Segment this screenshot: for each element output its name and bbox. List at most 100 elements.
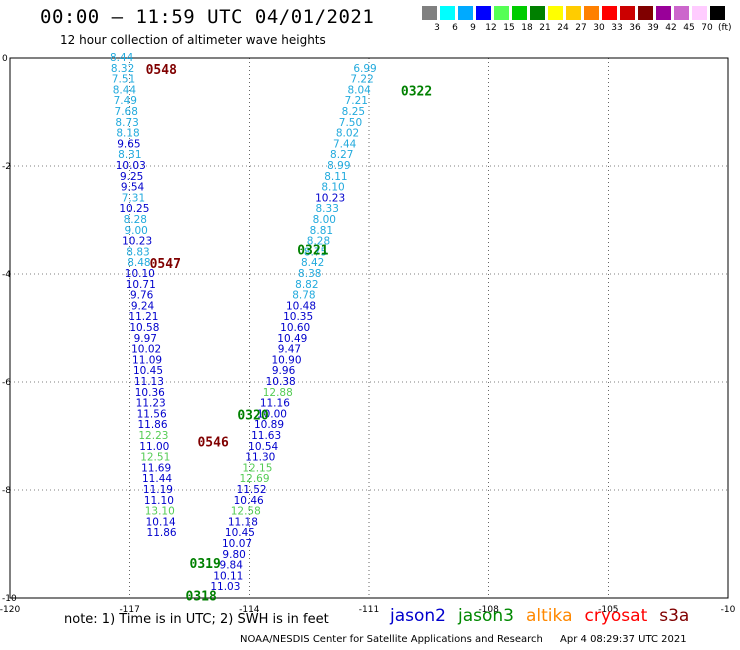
color-swatch (458, 6, 473, 20)
wave-height-label: 10.02 (131, 344, 161, 356)
wave-height-label: 7.44 (333, 138, 357, 150)
wave-height-label: 9.54 (121, 182, 145, 194)
map-title: 00:00 – 11:59 UTC 04/01/2021 (40, 6, 375, 28)
wave-height-label: 9.84 (220, 560, 244, 572)
wave-height-label: 8.31 (118, 149, 141, 161)
wave-height-label: 10.00 (257, 408, 287, 420)
wave-height-label: 9.80 (222, 549, 245, 561)
pass-time-label: 0318 (186, 589, 217, 604)
wave-height-label: 8.28 (124, 214, 147, 226)
wave-height-label: 8.02 (336, 128, 359, 140)
wave-height-label: 8.25 (342, 106, 365, 118)
wave-height-label: 11.30 (245, 452, 275, 464)
wave-height-label: 8.04 (347, 84, 371, 96)
color-scale-label: 12 (485, 23, 497, 33)
wave-height-label: 7.22 (350, 74, 373, 86)
pass-time-label: 0322 (401, 84, 432, 99)
color-swatch (476, 6, 491, 20)
color-scale-unit: (ft) (718, 23, 732, 33)
wave-height-label: 13.10 (145, 506, 175, 518)
wave-height-label: 10.14 (146, 516, 176, 528)
wave-height-label: 9.96 (272, 365, 296, 377)
x-tick-label: -120 (0, 605, 20, 615)
footer-timestamp: Apr 4 08:29:37 UTC 2021 (560, 634, 687, 645)
x-tick-label: -10 (721, 605, 736, 615)
color-swatch (566, 6, 581, 20)
wave-height-label: 11.69 (141, 462, 171, 474)
wave-height-label: 8.83 (126, 246, 149, 258)
wave-height-label: 11.19 (143, 484, 173, 496)
wave-height-label: 10.71 (126, 279, 156, 291)
color-scale-label: 39 (647, 23, 659, 33)
map-subtitle: 12 hour collection of altimeter wave hei… (60, 33, 326, 47)
wave-height-label: 8.44 (113, 84, 137, 96)
wave-height-label: 10.10 (125, 268, 155, 280)
wave-height-label: 10.38 (266, 376, 296, 388)
wave-height-label: 7.31 (122, 192, 145, 204)
y-tick-label: 0 (2, 54, 8, 64)
color-swatch (512, 6, 527, 20)
wave-height-label: 8.75 (304, 246, 327, 258)
wave-height-label: 11.10 (144, 495, 174, 507)
satellite-legend: jason2 jason3 altika cryosat s3a (390, 606, 701, 626)
y-tick-label: -8 (2, 486, 11, 496)
wave-height-label: 8.10 (321, 182, 344, 194)
wave-height-label: 8.42 (301, 257, 324, 269)
wave-height-label: 8.82 (295, 279, 318, 291)
y-tick-label: -2 (2, 162, 11, 172)
footnote: note: 1) Time is in UTC; 2) SWH is in fe… (64, 612, 329, 627)
color-scale-label: 3 (434, 23, 440, 33)
wave-height-label: 11.09 (132, 354, 162, 366)
wave-height-label: 9.00 (124, 225, 147, 237)
legend-entry-jason2: jason2 (390, 606, 446, 626)
wave-height-label: 9.76 (130, 290, 154, 302)
wave-height-label: 10.45 (225, 527, 255, 539)
x-tick-label: -105 (598, 605, 618, 615)
wave-height-label: 10.35 (283, 311, 313, 323)
wave-height-label: 8.78 (292, 290, 315, 302)
wave-height-label: 10.46 (234, 495, 264, 507)
wave-height-label: 7.49 (114, 95, 137, 107)
wave-height-label: 11.21 (128, 311, 158, 323)
wave-height-label: 7.51 (112, 74, 135, 86)
wave-height-label: 11.23 (136, 398, 166, 410)
color-swatch (530, 6, 545, 20)
wave-height-label: 9.97 (134, 333, 157, 345)
wave-height-label: 11.03 (210, 581, 240, 593)
color-swatch (440, 6, 455, 20)
wave-height-label: 11.86 (147, 527, 177, 539)
x-tick-label: -108 (478, 605, 499, 615)
color-scale-label: 6 (452, 23, 458, 33)
color-swatch (638, 6, 653, 20)
color-scale-label: 33 (611, 23, 623, 33)
legend-entry-s3a: s3a (659, 606, 690, 626)
color-swatch (710, 6, 725, 20)
color-swatch (584, 6, 599, 20)
legend-entry-jason3: jason3 (458, 606, 514, 626)
x-tick-label: -111 (359, 605, 379, 615)
wave-height-label: 10.36 (135, 387, 165, 399)
pass-time-label: 0321 (297, 244, 328, 259)
wave-height-label: 10.11 (213, 570, 243, 582)
wave-height-label: 12.69 (239, 473, 269, 485)
color-swatch (674, 6, 689, 20)
wave-height-label: 8.38 (298, 268, 321, 280)
wave-height-label: 7.21 (345, 95, 368, 107)
color-swatch (602, 6, 617, 20)
wave-height-label: 12.51 (140, 452, 170, 464)
footer: NOAA/NESDIS Center for Satellite Applica… (240, 634, 687, 645)
wave-height-label: 8.18 (116, 128, 139, 140)
wave-height-label: 8.27 (330, 149, 353, 161)
wave-height-label: 6.99 (353, 63, 376, 75)
wave-height-label: 11.44 (142, 473, 172, 485)
wave-height-label: 11.56 (137, 408, 167, 420)
color-scale-label: 70 (701, 23, 713, 33)
wave-height-label: 12.23 (138, 430, 168, 442)
wave-height-label: 8.00 (313, 214, 336, 226)
x-tick-label: -117 (119, 605, 139, 615)
wave-height-label: 11.86 (137, 419, 167, 431)
color-scale-label: 27 (575, 23, 587, 33)
wave-height-label: 8.81 (310, 225, 333, 237)
wave-height-label: 7.50 (339, 117, 362, 129)
color-scale-label: 42 (665, 23, 677, 33)
